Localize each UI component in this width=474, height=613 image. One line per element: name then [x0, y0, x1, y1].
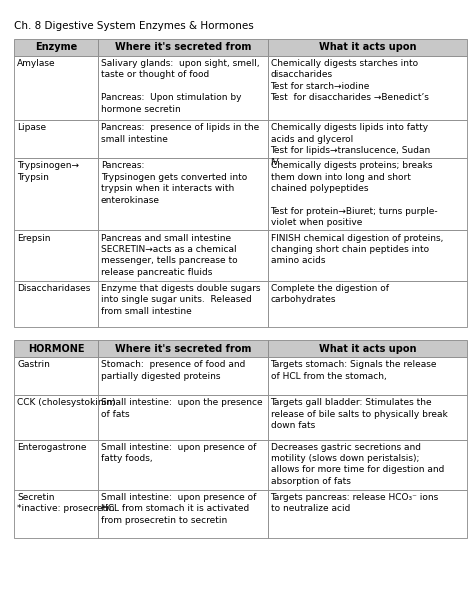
- Bar: [14, 230, 98, 281]
- Text: Amylase: Amylase: [17, 59, 55, 68]
- Bar: [268, 56, 467, 120]
- Bar: [98, 230, 268, 281]
- Bar: [98, 56, 268, 120]
- Text: Pancreas:
Trypsinogen gets converted into
trypsin when it interacts with
enterok: Pancreas: Trypsinogen gets converted int…: [101, 161, 247, 205]
- Bar: [14, 440, 98, 490]
- Bar: [14, 490, 98, 538]
- Bar: [14, 120, 98, 158]
- Text: Where it's secreted from: Where it's secreted from: [115, 344, 251, 354]
- Text: Chemically digests proteins; breaks
them down into long and short
chained polype: Chemically digests proteins; breaks them…: [271, 161, 438, 227]
- Bar: [14, 357, 98, 395]
- Text: Erepsin: Erepsin: [17, 234, 51, 243]
- Bar: [268, 158, 467, 230]
- Bar: [268, 39, 467, 56]
- Bar: [268, 490, 467, 538]
- Bar: [268, 357, 467, 395]
- Text: Ch. 8 Digestive System Enzymes & Hormones: Ch. 8 Digestive System Enzymes & Hormone…: [14, 21, 254, 31]
- Text: Chemically digests lipids into fatty
acids and glycerol
Test for lipids→transluc: Chemically digests lipids into fatty aci…: [271, 123, 431, 167]
- Text: Trypsinogen→
Trypsin: Trypsinogen→ Trypsin: [17, 161, 79, 181]
- Bar: [98, 490, 268, 538]
- Bar: [98, 39, 268, 56]
- Text: Targets pancreas: release HCO₃⁻ ions
to neutralize acid: Targets pancreas: release HCO₃⁻ ions to …: [271, 493, 439, 513]
- Bar: [14, 39, 98, 56]
- Text: Chemically digests starches into
disaccharides
Test for starch→iodine
Test  for : Chemically digests starches into disacch…: [271, 59, 429, 102]
- Bar: [268, 281, 467, 327]
- Bar: [14, 395, 98, 440]
- Text: Enzyme that digests double sugars
into single sugar units.  Released
from small : Enzyme that digests double sugars into s…: [101, 284, 260, 316]
- Bar: [14, 340, 98, 357]
- Bar: [268, 440, 467, 490]
- Text: What it acts upon: What it acts upon: [319, 344, 416, 354]
- Text: Decreases gastric secretions and
motility (slows down peristalsis);
allows for m: Decreases gastric secretions and motilit…: [271, 443, 444, 486]
- Bar: [268, 395, 467, 440]
- Bar: [98, 395, 268, 440]
- Bar: [98, 120, 268, 158]
- Bar: [98, 340, 268, 357]
- Bar: [14, 56, 98, 120]
- Bar: [268, 230, 467, 281]
- Text: Enterogastrone: Enterogastrone: [17, 443, 87, 452]
- Text: FINISH chemical digestion of proteins,
changing short chain peptides into
amino : FINISH chemical digestion of proteins, c…: [271, 234, 443, 265]
- Bar: [14, 158, 98, 230]
- Bar: [14, 281, 98, 327]
- Text: Targets stomach: Signals the release
of HCL from the stomach,: Targets stomach: Signals the release of …: [271, 360, 437, 381]
- Bar: [98, 357, 268, 395]
- Text: Lipase: Lipase: [17, 123, 46, 132]
- Bar: [268, 120, 467, 158]
- Text: Stomach:  presence of food and
partially digested proteins: Stomach: presence of food and partially …: [101, 360, 245, 381]
- Text: Small intestine:  upon the presence
of fats: Small intestine: upon the presence of fa…: [101, 398, 263, 419]
- Text: Small intestine:  upon presence of
fatty foods,: Small intestine: upon presence of fatty …: [101, 443, 256, 463]
- Bar: [98, 158, 268, 230]
- Text: Small intestine:  upon presence of
HCL from stomach it is activated
from prosecr: Small intestine: upon presence of HCL fr…: [101, 493, 256, 525]
- Bar: [98, 440, 268, 490]
- Text: Where it's secreted from: Where it's secreted from: [115, 42, 251, 52]
- Text: Pancreas:  presence of lipids in the
small intestine: Pancreas: presence of lipids in the smal…: [101, 123, 259, 143]
- Bar: [98, 281, 268, 327]
- Text: Salivary glands:  upon sight, smell,
taste or thought of food

Pancreas:  Upon s: Salivary glands: upon sight, smell, tast…: [101, 59, 259, 113]
- Text: Secretin
*inactive: prosecretin: Secretin *inactive: prosecretin: [17, 493, 115, 513]
- Text: Complete the digestion of
carbohydrates: Complete the digestion of carbohydrates: [271, 284, 389, 304]
- Text: Enzyme: Enzyme: [35, 42, 77, 52]
- Text: Pancreas and small intestine
SECRETIN→acts as a chemical
messenger, tells pancre: Pancreas and small intestine SECRETIN→ac…: [101, 234, 237, 277]
- Text: Gastrin: Gastrin: [17, 360, 50, 370]
- Text: Targets gall bladder: Stimulates the
release of bile salts to physically break
d: Targets gall bladder: Stimulates the rel…: [271, 398, 447, 430]
- Text: CCK (cholesystokinin): CCK (cholesystokinin): [17, 398, 116, 408]
- Bar: [268, 340, 467, 357]
- Text: Disaccharidases: Disaccharidases: [17, 284, 91, 293]
- Text: What it acts upon: What it acts upon: [319, 42, 416, 52]
- Text: HORMONE: HORMONE: [28, 344, 84, 354]
